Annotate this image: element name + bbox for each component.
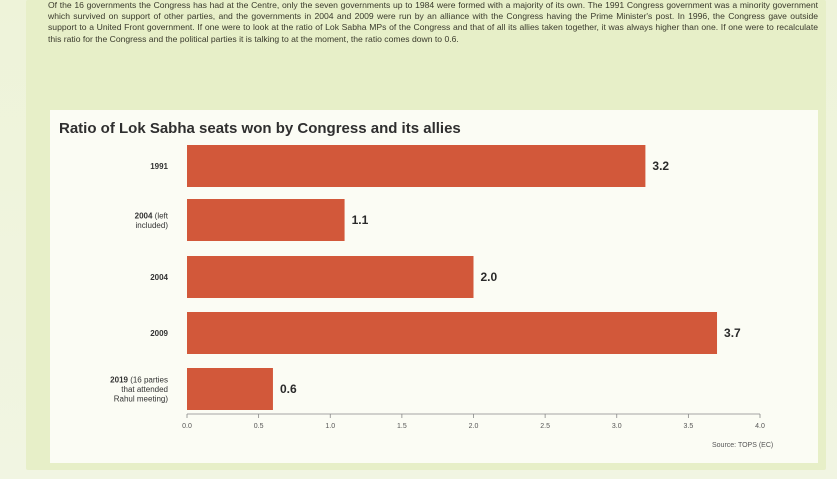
tick-label-1: 0.5 [254,423,264,430]
bar-0 [187,145,646,187]
intro-paragraph: Of the 16 governments the Congress has h… [48,0,818,44]
value-label-3: 3.7 [724,326,741,340]
bar-4 [187,368,273,410]
tick-label-5: 2.5 [540,423,550,430]
category-label-4-1: that attended [121,385,168,394]
chart-title: Ratio of Lok Sabha seats won by Congress… [59,120,461,137]
value-label-2: 2.0 [481,270,498,284]
bar-1 [187,199,345,241]
category-label-1-0: 2004 (left [135,211,169,220]
category-label-1-1: included) [136,221,169,230]
category-label-0-0: 1991 [150,162,168,171]
tick-label-2: 1.0 [325,423,335,430]
category-label-3-0: 2009 [150,329,168,338]
bar-2 [187,256,474,298]
tick-label-3: 1.5 [397,423,407,430]
tick-label-4: 2.0 [469,423,479,430]
category-label-4-0: 2019 (16 parties [110,376,168,385]
tick-label-6: 3.0 [612,423,622,430]
tick-label-0: 0.0 [182,423,192,430]
tick-label-8: 4.0 [755,423,765,430]
value-label-4: 0.6 [280,382,297,396]
value-label-1: 1.1 [352,213,369,227]
category-label-2-0: 2004 [150,273,168,282]
category-label-4-2: Rahul meeting) [114,395,169,404]
value-label-0: 3.2 [652,159,669,173]
bar-3 [187,312,718,354]
source-note: Source: TOPS (EC) [712,442,774,449]
tick-label-7: 3.5 [684,423,694,430]
